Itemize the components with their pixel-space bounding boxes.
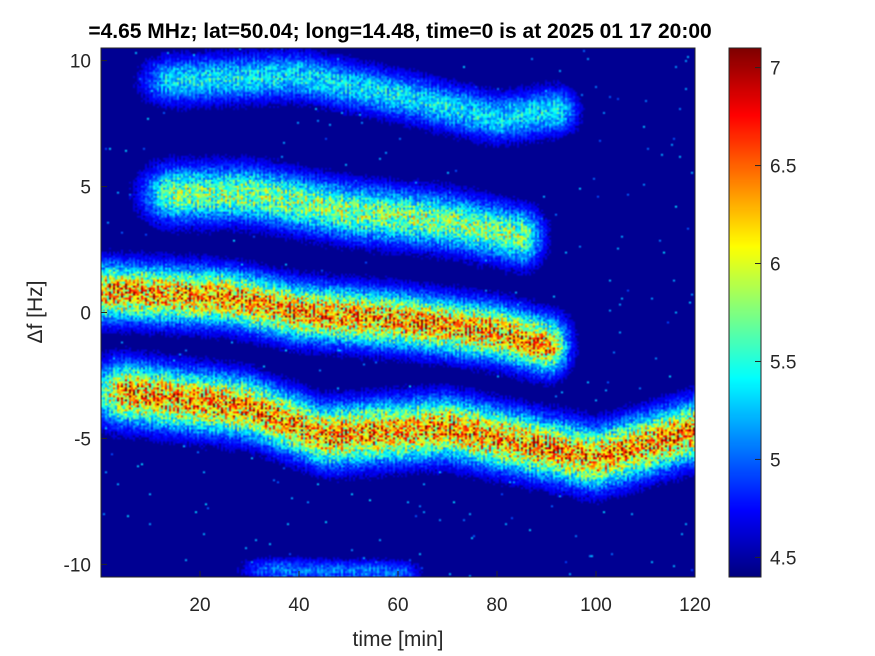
y-tick-label: -10 xyxy=(64,555,91,576)
heatmap-image-container xyxy=(101,48,695,577)
chart-title: =4.65 MHz; lat=50.04; long=14.48, time=0… xyxy=(88,20,711,43)
colorbar-ticks: 7 6.5 6 5.5 5 4.5 xyxy=(755,59,796,569)
x-tick-label: 80 xyxy=(486,595,507,616)
colorbar-gradient xyxy=(729,48,761,577)
colorbar-frame xyxy=(728,47,762,578)
y-tick-label: 5 xyxy=(80,178,91,199)
colorbar-tick-label: 6 xyxy=(770,255,781,276)
y-axis-ticks: 10 5 0 -5 -10 xyxy=(64,52,107,576)
colorbar-tick-label: 4.5 xyxy=(770,548,796,569)
plot-area xyxy=(100,47,696,578)
x-tick-label: 20 xyxy=(189,595,210,616)
colorbar-tick-label: 5.5 xyxy=(770,352,796,373)
x-axis-ticks: 20 40 60 80 100 120 xyxy=(189,571,711,616)
colorbar-tick-label: 5 xyxy=(770,450,781,471)
colorbar: 7 6.5 6 5.5 5 4.5 xyxy=(728,47,796,578)
x-axis-label: time [min] xyxy=(352,628,443,651)
x-tick-label: 120 xyxy=(679,595,711,616)
x-tick-label: 100 xyxy=(580,595,612,616)
y-tick-label: -5 xyxy=(74,429,91,450)
y-tick-label: 0 xyxy=(80,304,91,325)
colorbar-tick-label: 6.5 xyxy=(770,157,796,178)
y-tick-label: 10 xyxy=(70,52,91,73)
colorbar-gradient-container xyxy=(729,48,761,577)
x-tick-label: 60 xyxy=(387,595,408,616)
y-axis-label: Δf [Hz] xyxy=(24,280,47,343)
colorbar-tick-label: 7 xyxy=(770,59,781,80)
heatmap-image xyxy=(101,48,695,577)
x-tick-label: 40 xyxy=(288,595,309,616)
